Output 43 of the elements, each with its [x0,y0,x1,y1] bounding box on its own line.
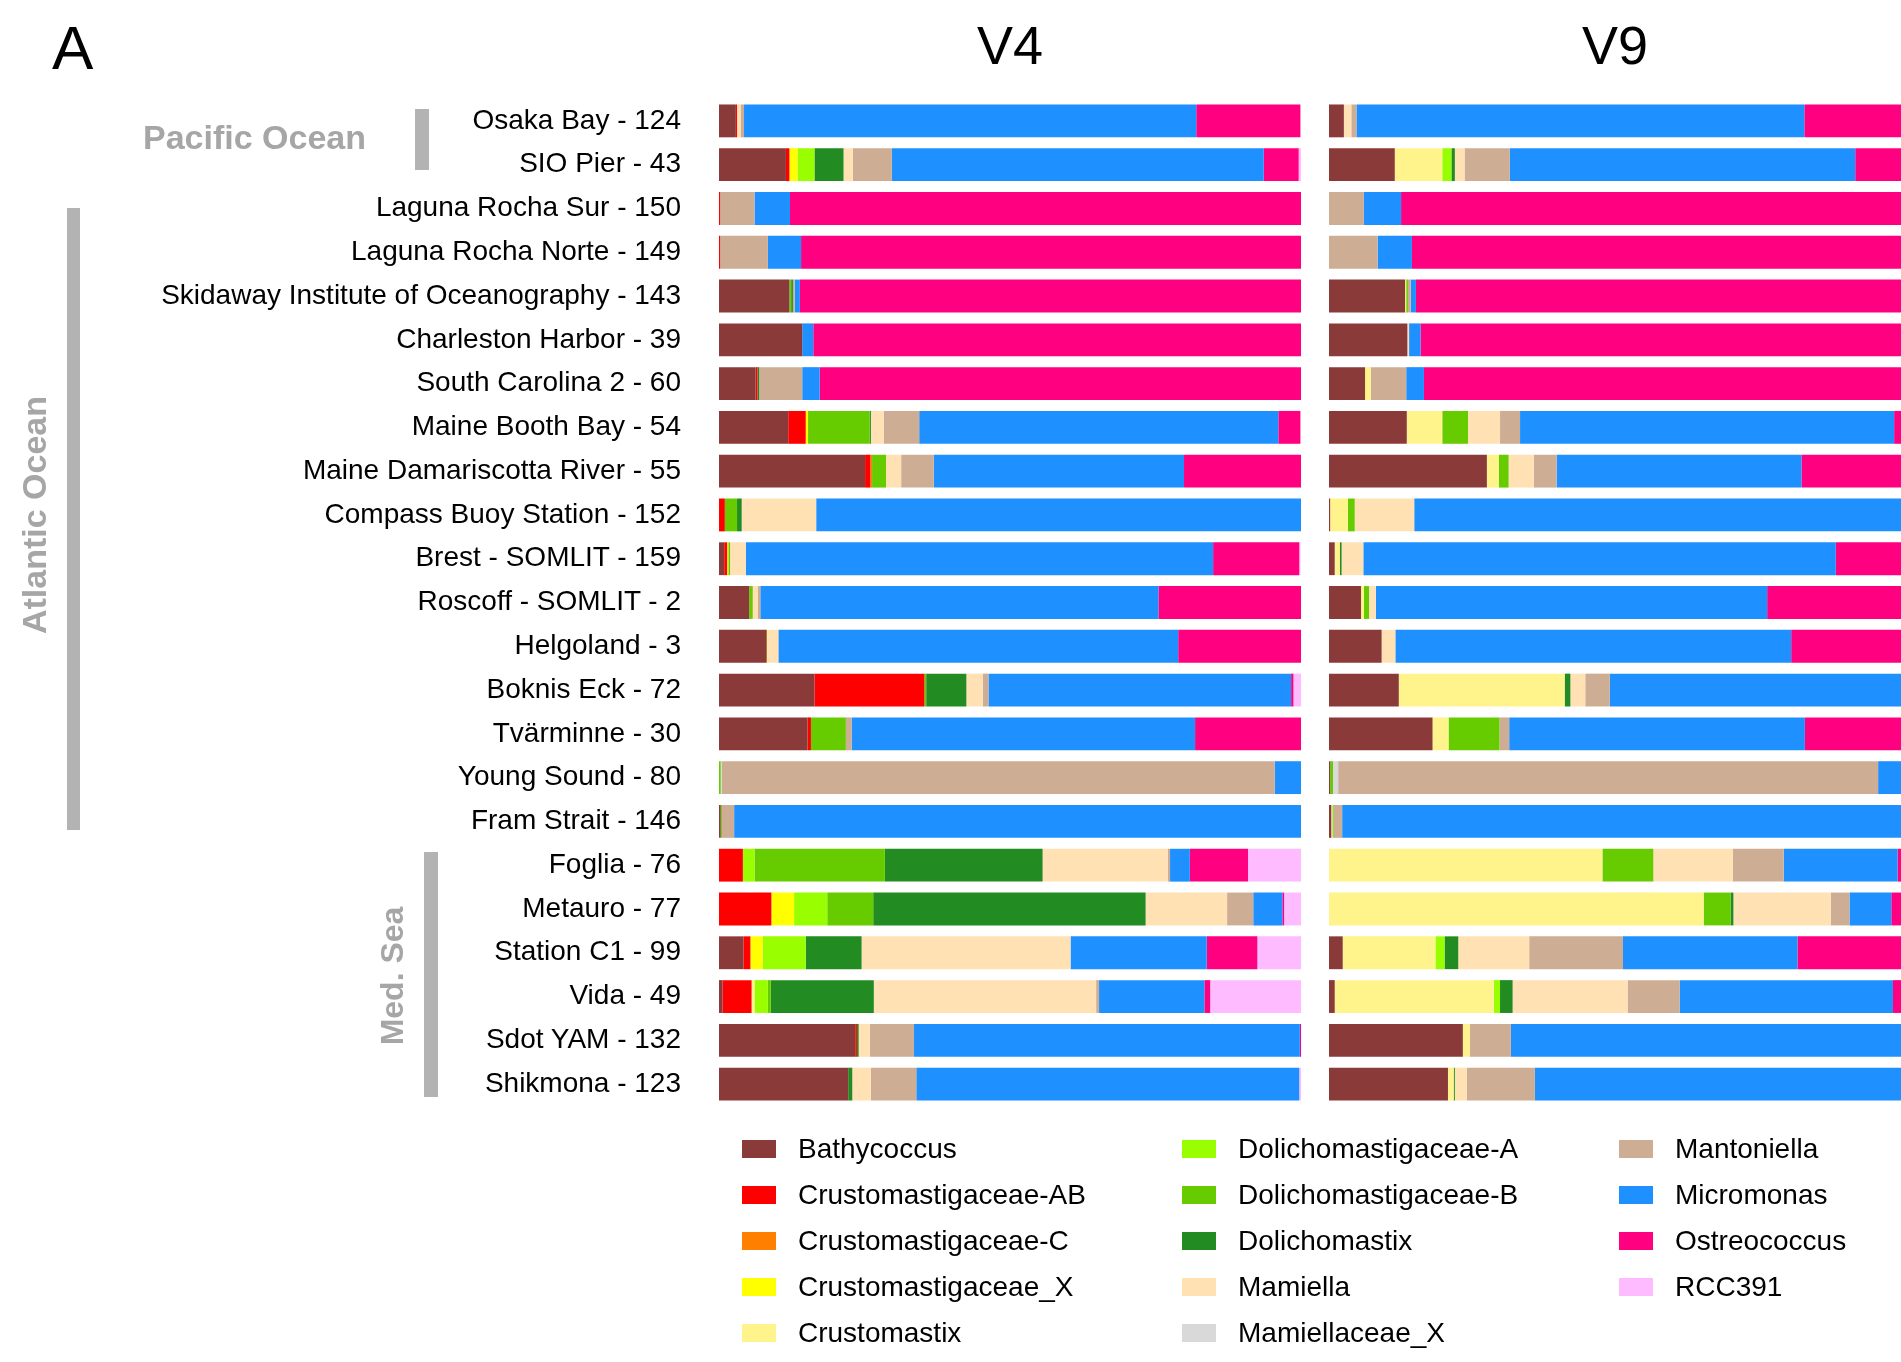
chart-title: V9 [1580,14,1650,76]
text: Pacific Ocean [143,118,367,157]
y-tick-label: Roscoff - SOMLIT - 2 [417,585,681,617]
legend-label: Crustomastigaceae-C [798,1225,1069,1257]
legend-label: Dolichomastigaceae-A [1238,1133,1519,1165]
y-tick-label: Compass Buoy Station - 152 [324,497,681,529]
legend-label: RCC391 [1675,1271,1783,1303]
y-tick-label: Brest - SOMLIT - 159 [415,541,681,573]
text: Atlantic Ocean [14,395,54,635]
y-tick-label: SIO Pier - 43 [519,147,681,179]
y-tick-label: Metauro - 77 [522,891,681,923]
y-tick-label: Charleston Harbor - 39 [396,322,681,354]
legend-label: Bathycoccus [798,1133,957,1165]
y-tick-label: Young Sound - 80 [457,760,681,792]
legend-label: Micromonas [1675,1179,1828,1211]
y-tick-label: Laguna Rocha Sur - 150 [375,191,681,223]
text: A [52,12,94,83]
y-tick-label: Foglia - 76 [548,847,681,879]
legend-label: Crustomastigaceae-AB [798,1179,1086,1211]
legend-label: Mamiella [1238,1271,1351,1303]
legend-label: Dolichomastigaceae-B [1238,1179,1519,1211]
legend-label: Crustomastix [798,1317,962,1349]
y-tick-label: Station C1 - 99 [494,935,681,967]
y-tick-label: Helgoland - 3 [514,629,681,660]
y-tick-label: Sdot YAM - 132 [485,1023,681,1055]
y-tick-label: Shikmona - 123 [484,1066,681,1098]
text: Med. Sea [373,906,411,1046]
legend-label: Mantoniella [1675,1133,1819,1165]
y-tick-label: South Carolina 2 - 60 [416,366,681,398]
y-tick-label: Osaka Bay - 124 [472,103,681,135]
chart-title: V4 [975,14,1045,76]
legend-label: Ostreococcus [1675,1225,1847,1257]
legend-label: Crustomastigaceae_X [798,1271,1074,1303]
y-tick-label: Boknis Eck - 72 [486,672,681,704]
y-tick-label: Laguna Rocha Norte - 149 [351,234,681,266]
y-tick-label: Fram Strait - 146 [470,804,681,836]
y-tick-label: Skidaway Institute of Oceanography - 143 [161,278,681,310]
y-tick-label: Tvärminne - 30 [492,716,681,748]
y-tick-label: Maine Damariscotta River - 55 [302,453,681,485]
legend-label: Dolichomastix [1238,1225,1413,1257]
y-tick-label: Maine Booth Bay - 54 [411,410,681,442]
y-tick-label: Vida - 49 [569,979,681,1011]
legend-label: Mamiellaceae_X [1238,1317,1445,1349]
